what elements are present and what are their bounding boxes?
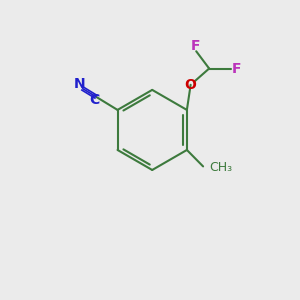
Text: F: F — [191, 39, 200, 53]
Text: O: O — [185, 78, 197, 92]
Text: C: C — [90, 93, 100, 107]
Text: N: N — [74, 77, 85, 92]
Text: F: F — [231, 61, 241, 76]
Text: CH₃: CH₃ — [209, 161, 232, 174]
